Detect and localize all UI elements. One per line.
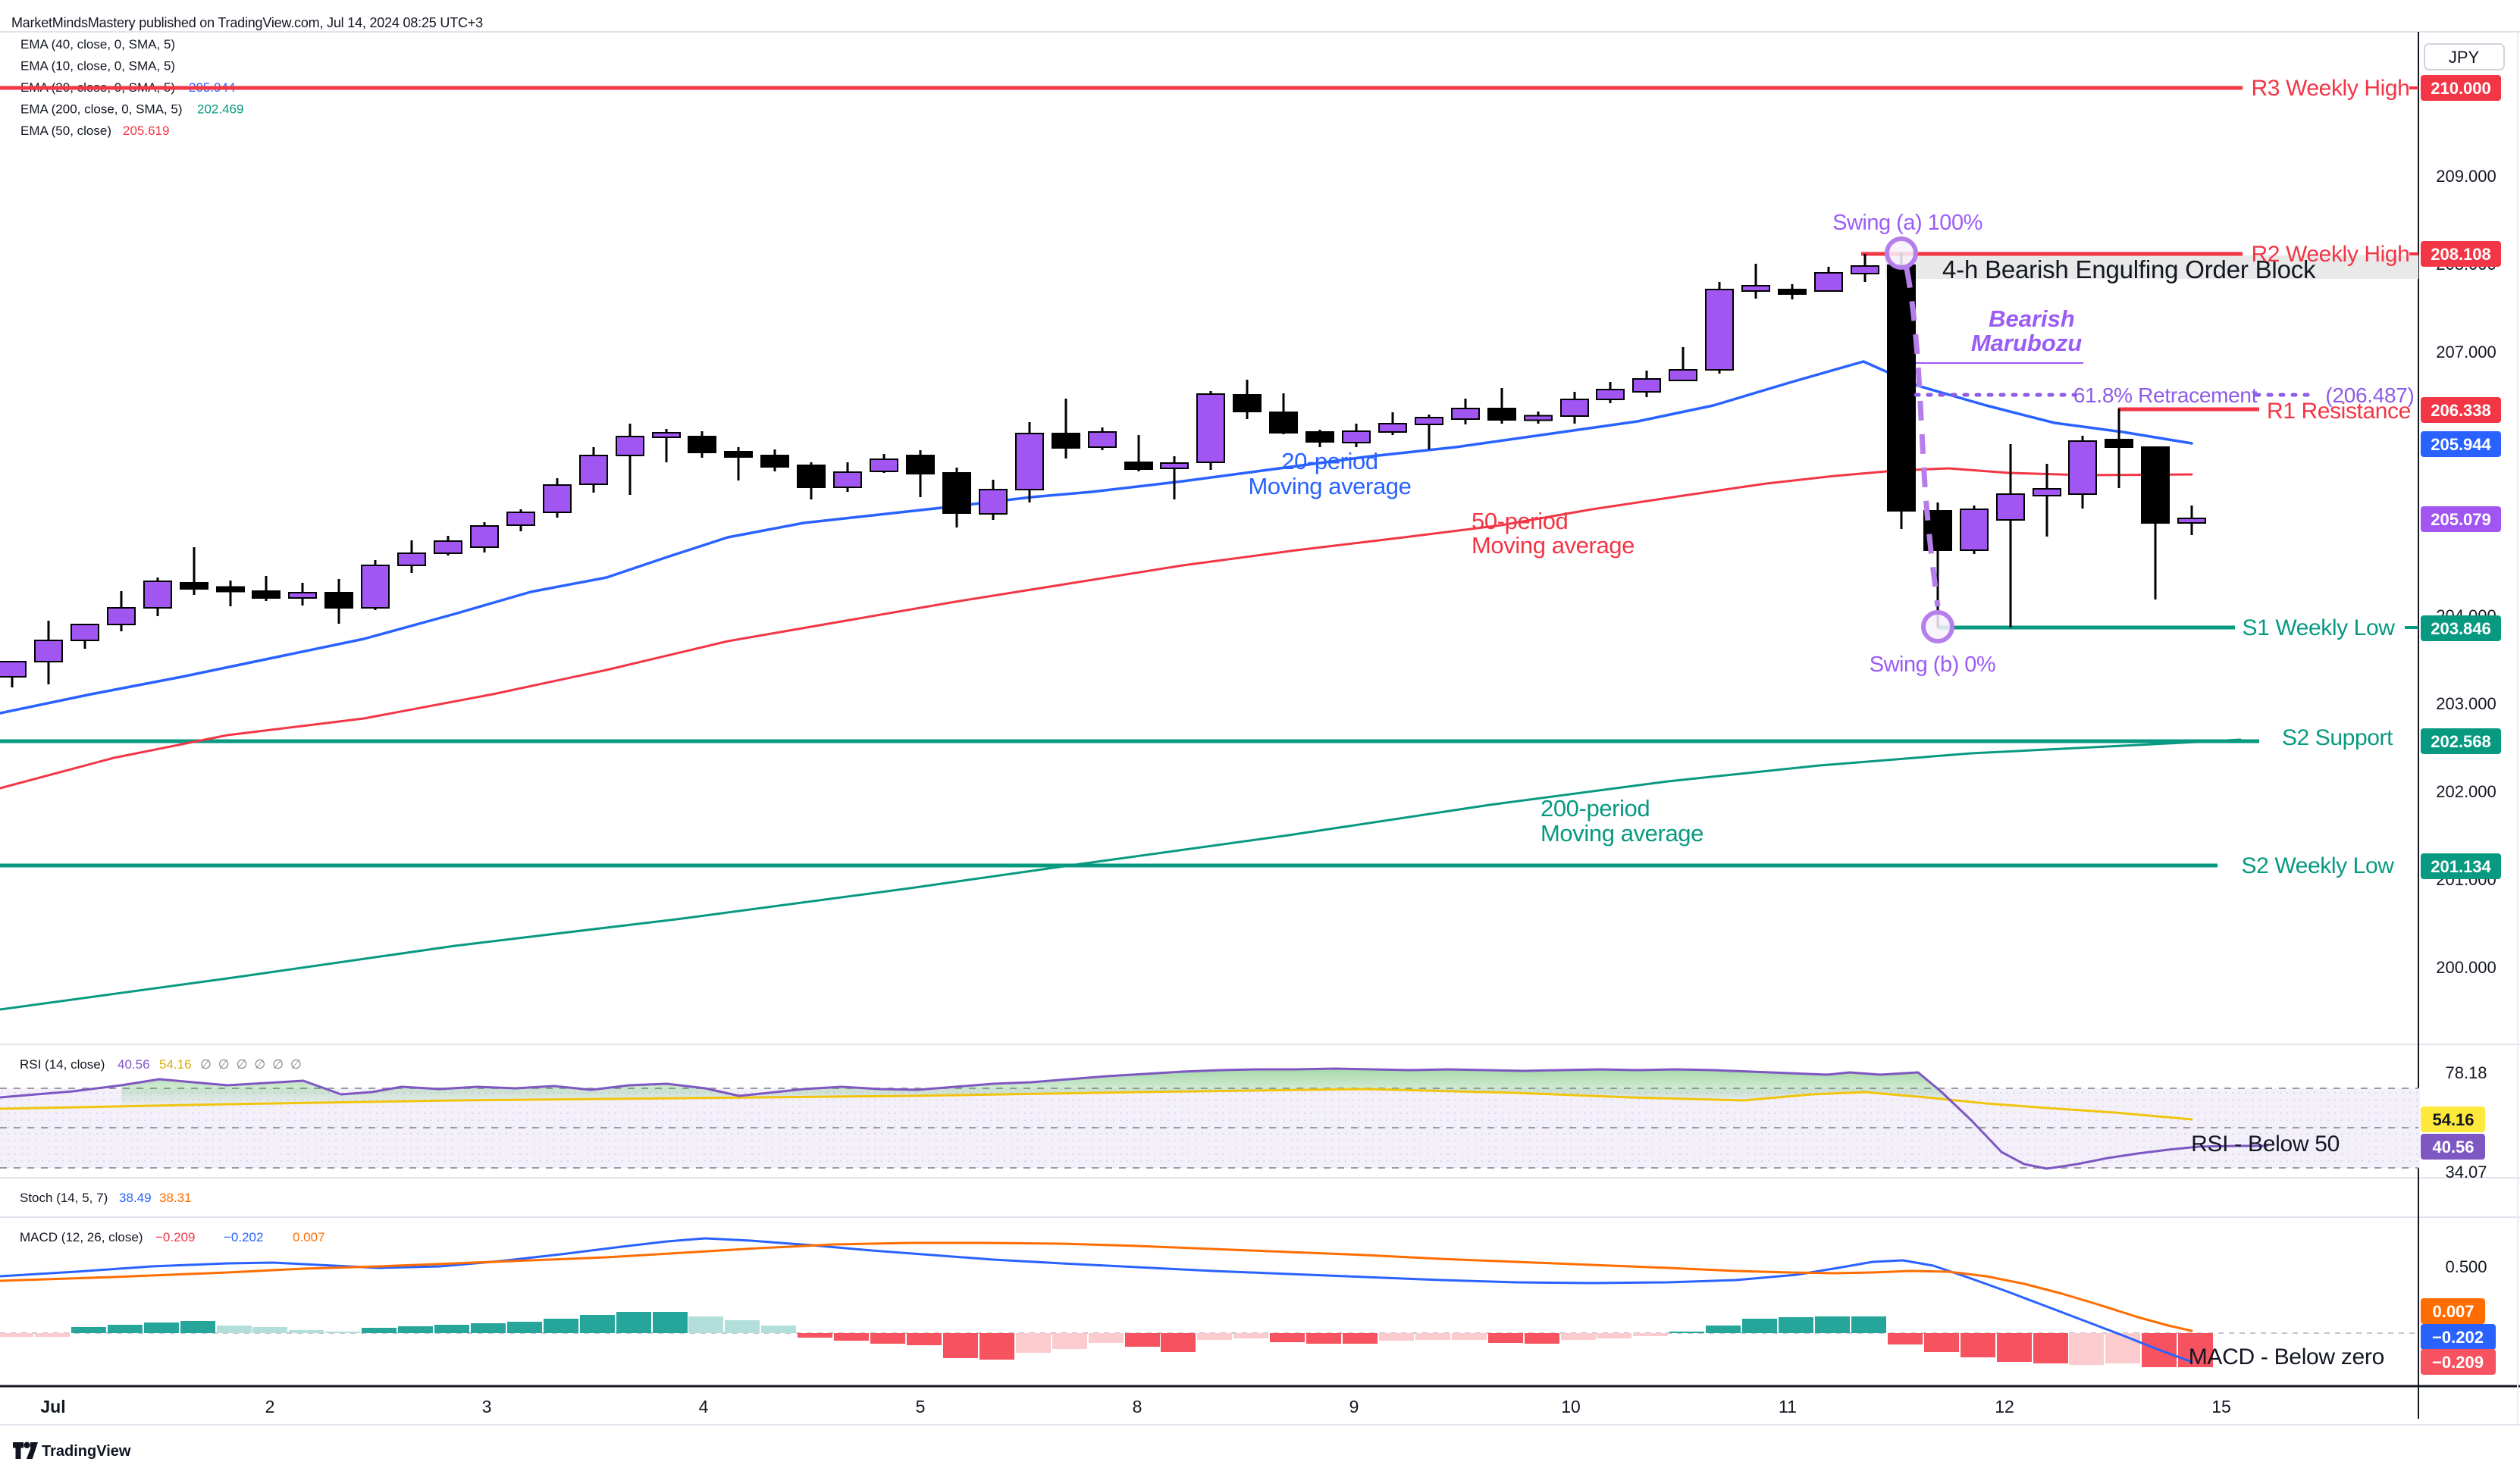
svg-text:Swing (a) 100%: Swing (a) 100%: [1832, 211, 1982, 235]
svg-text:10: 10: [1561, 1397, 1581, 1416]
svg-text:38.49: 38.49: [119, 1191, 152, 1205]
svg-text:4-h Bearish Engulfing Order Bl: 4-h Bearish Engulfing Order Block: [1942, 255, 2316, 283]
svg-text:34.07: 34.07: [2445, 1163, 2487, 1182]
svg-text:203.000: 203.000: [2436, 694, 2496, 713]
svg-text:R3 Weekly High: R3 Weekly High: [2252, 76, 2410, 101]
svg-text:∅∅∅∅∅∅: ∅∅∅∅∅∅: [200, 1057, 309, 1072]
svg-text:202.469: 202.469: [197, 102, 243, 117]
svg-text:206.338: 206.338: [2431, 401, 2491, 420]
svg-text:MACD (12, 26, close): MACD (12, 26, close): [20, 1230, 143, 1244]
svg-text:200-period: 200-period: [1541, 795, 1650, 822]
svg-text:203.846: 203.846: [2431, 619, 2491, 638]
svg-text:38.31: 38.31: [159, 1191, 192, 1205]
svg-text:210.000: 210.000: [2431, 79, 2491, 98]
svg-text:205.079: 205.079: [2431, 510, 2491, 529]
svg-text:78.18: 78.18: [2445, 1063, 2487, 1082]
svg-text:−0.202: −0.202: [2432, 1328, 2484, 1347]
svg-text:11: 11: [1779, 1397, 1797, 1416]
svg-text:JPY: JPY: [2449, 48, 2480, 67]
svg-text:12: 12: [1995, 1397, 2014, 1416]
svg-text:40.56: 40.56: [2432, 1138, 2474, 1157]
svg-text:207.000: 207.000: [2436, 343, 2496, 362]
svg-text:0.500: 0.500: [2445, 1257, 2487, 1276]
svg-text:205.619: 205.619: [123, 124, 169, 138]
svg-text:202.000: 202.000: [2436, 782, 2496, 801]
svg-text:8: 8: [1133, 1397, 1142, 1416]
svg-text:201.134: 201.134: [2431, 857, 2491, 876]
svg-text:R2 Weekly High: R2 Weekly High: [2252, 242, 2410, 267]
svg-text:2: 2: [265, 1397, 275, 1416]
svg-text:−0.209: −0.209: [2432, 1353, 2484, 1372]
svg-text:40.56: 40.56: [118, 1057, 150, 1072]
svg-text:Stoch (14, 5, 7): Stoch (14, 5, 7): [20, 1191, 108, 1205]
svg-text:Moving average: Moving average: [1541, 820, 1704, 847]
svg-text:−0.202: −0.202: [224, 1230, 263, 1244]
svg-text:EMA (50, close): EMA (50, close): [20, 124, 111, 138]
svg-text:Bearish: Bearish: [1989, 305, 2075, 332]
svg-text:MACD - Below zero: MACD - Below zero: [2189, 1344, 2384, 1369]
svg-text:50-period: 50-period: [1472, 508, 1568, 534]
svg-text:S1 Weekly Low: S1 Weekly Low: [2242, 615, 2395, 640]
svg-text:205.944: 205.944: [2431, 435, 2491, 454]
svg-text:(206.487): (206.487): [2325, 383, 2414, 407]
svg-text:20-period: 20-period: [1281, 448, 1378, 474]
svg-text:54.16: 54.16: [2432, 1110, 2474, 1129]
svg-text:Moving average: Moving average: [1472, 532, 1635, 559]
svg-text:Jul: Jul: [40, 1397, 65, 1416]
svg-text:3: 3: [482, 1397, 492, 1416]
svg-text:5: 5: [916, 1397, 926, 1416]
svg-text:RSI - Below 50: RSI - Below 50: [2191, 1132, 2340, 1157]
svg-text:MarketMindsMastery published o: MarketMindsMastery published on TradingV…: [11, 15, 483, 30]
svg-text:Marubozu: Marubozu: [1971, 330, 2082, 356]
svg-text:202.568: 202.568: [2431, 732, 2491, 751]
svg-text:S2 Weekly Low: S2 Weekly Low: [2241, 853, 2394, 878]
svg-text:0.007: 0.007: [2432, 1302, 2474, 1321]
svg-text:RSI (14, close): RSI (14, close): [20, 1057, 105, 1072]
svg-text:209.000: 209.000: [2436, 167, 2496, 186]
svg-text:EMA (10, close, 0, SMA, 5): EMA (10, close, 0, SMA, 5): [20, 59, 175, 74]
svg-text:Swing (b) 0%: Swing (b) 0%: [1870, 653, 1995, 677]
svg-text:61.8% Retracement: 61.8% Retracement: [2073, 383, 2258, 407]
svg-text:TradingView: TradingView: [42, 1443, 131, 1460]
svg-text:200.000: 200.000: [2436, 958, 2496, 977]
svg-text:R1 Resistance: R1 Resistance: [2267, 399, 2411, 424]
svg-text:208.108: 208.108: [2431, 245, 2491, 264]
svg-text:54.16: 54.16: [159, 1057, 192, 1072]
svg-text:15: 15: [2211, 1397, 2231, 1416]
svg-text:0.007: 0.007: [293, 1230, 325, 1244]
svg-text:EMA (200, close, 0, SMA, 5): EMA (200, close, 0, SMA, 5): [20, 102, 183, 117]
svg-text:Moving average: Moving average: [1249, 473, 1412, 499]
svg-text:−0.209: −0.209: [155, 1230, 195, 1244]
svg-text:EMA (40, close, 0, SMA, 5): EMA (40, close, 0, SMA, 5): [20, 37, 175, 52]
svg-text:S2 Support: S2 Support: [2282, 725, 2393, 750]
svg-text:4: 4: [699, 1397, 709, 1416]
svg-text:9: 9: [1349, 1397, 1359, 1416]
